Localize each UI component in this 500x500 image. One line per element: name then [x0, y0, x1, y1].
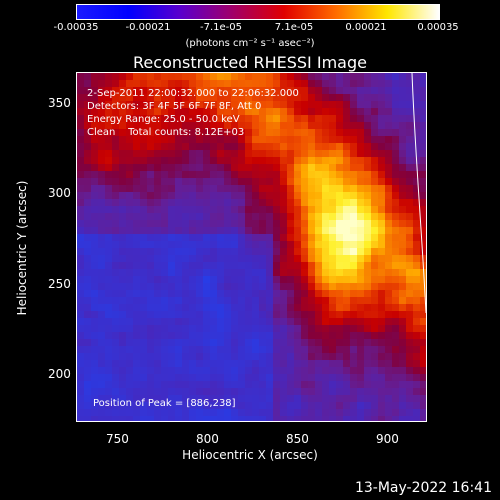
y-tick-label: 350 [48, 96, 71, 110]
colorbar-tick: -0.00021 [125, 22, 171, 33]
colorbar-tick: 0.00035 [417, 22, 459, 33]
colorbar [76, 4, 440, 20]
x-tick-label: 800 [196, 432, 219, 446]
colorbar-tick: 0.00021 [345, 22, 387, 33]
detectors-text: Detectors: 3F 4F 5F 6F 7F 8F, Att 0 [87, 101, 262, 112]
rhessi-image [77, 73, 426, 421]
colorbar-units: (photons cm⁻² s⁻¹ asec⁻²) [185, 38, 315, 49]
plot-area: 2-Sep-2011 22:00:32.000 to 22:06:32.000 … [76, 72, 427, 422]
colorbar-tick: -7.1e-05 [200, 22, 242, 33]
plot-title: Reconstructed RHESSI Image [133, 53, 367, 72]
y-axis-label: Heliocentric Y (arcsec) [15, 180, 29, 316]
colorbar-tick: 7.1e-05 [274, 22, 314, 33]
x-axis-label: Heliocentric X (arcsec) [182, 448, 318, 462]
x-tick-label: 850 [286, 432, 309, 446]
clean-counts-text: Clean Total counts: 8.12E+03 [87, 127, 245, 138]
colorbar-tick: -0.00035 [53, 22, 99, 33]
x-tick-label: 900 [376, 432, 399, 446]
y-tick-label: 300 [48, 186, 71, 200]
y-tick-label: 250 [48, 277, 71, 291]
y-tick-label: 200 [48, 367, 71, 381]
solar-limb-line [411, 73, 426, 314]
peak-position-text: Position of Peak = [886,238] [93, 398, 236, 409]
energy-range-text: Energy Range: 25.0 - 50.0 keV [87, 114, 240, 125]
time-range-text: 2-Sep-2011 22:00:32.000 to 22:06:32.000 [87, 88, 299, 99]
x-tick-label: 750 [106, 432, 129, 446]
date-stamp: 13-May-2022 16:41 [354, 480, 492, 496]
